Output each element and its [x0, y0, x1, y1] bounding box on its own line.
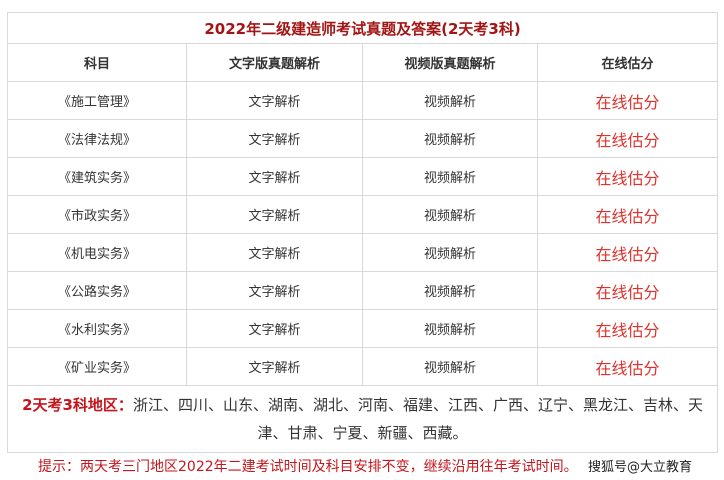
- table-row: 《建筑实务》 文字解析 视频解析 在线估分: [7, 157, 719, 196]
- text-analysis-link[interactable]: 文字解析: [186, 309, 363, 348]
- online-score-link[interactable]: 在线估分: [536, 195, 719, 234]
- table-title: 2022年二级建造师考试真题及答案(2天考3科): [6, 12, 719, 44]
- table-row: 《法律法规》 文字解析 视频解析 在线估分: [7, 119, 719, 158]
- online-score-link[interactable]: 在线估分: [536, 271, 719, 310]
- header-score: 在线估分: [536, 43, 719, 82]
- table-row: 《水利实务》 文字解析 视频解析 在线估分: [7, 309, 719, 348]
- video-analysis-link[interactable]: 视频解析: [362, 347, 538, 386]
- header-subject: 科目: [7, 43, 187, 82]
- subject-cell: 《公路实务》: [7, 271, 187, 310]
- table-row: 《市政实务》 文字解析 视频解析 在线估分: [7, 195, 719, 234]
- exam-table: 2022年二级建造师考试真题及答案(2天考3科) 科目 文字版真题解析 视频版真…: [6, 12, 719, 453]
- video-analysis-link[interactable]: 视频解析: [362, 309, 538, 348]
- online-score-link[interactable]: 在线估分: [536, 119, 719, 158]
- subject-cell: 《机电实务》: [7, 233, 187, 272]
- table-row: 《机电实务》 文字解析 视频解析 在线估分: [7, 233, 719, 272]
- subject-cell: 《市政实务》: [7, 195, 187, 234]
- online-score-link[interactable]: 在线估分: [536, 233, 719, 272]
- text-analysis-link[interactable]: 文字解析: [186, 271, 363, 310]
- text-analysis-link[interactable]: 文字解析: [186, 195, 363, 234]
- watermark: 搜狐号@大立教育: [588, 456, 693, 475]
- table-row: 《矿业实务》 文字解析 视频解析 在线估分: [7, 347, 719, 386]
- text-analysis-link[interactable]: 文字解析: [186, 119, 363, 158]
- video-analysis-link[interactable]: 视频解析: [362, 195, 538, 234]
- subject-cell: 《建筑实务》: [7, 157, 187, 196]
- online-score-link[interactable]: 在线估分: [536, 347, 719, 386]
- region-list: 浙江、四川、山东、湖南、湖北、河南、福建、江西、广西、辽宁、黑龙江、吉林、天津、…: [132, 396, 703, 442]
- online-score-link[interactable]: 在线估分: [536, 309, 719, 348]
- header-text: 文字版真题解析: [186, 43, 363, 82]
- region-cell: 2天考3科地区：浙江、四川、山东、湖南、湖北、河南、福建、江西、广西、辽宁、黑龙…: [6, 385, 719, 453]
- video-analysis-link[interactable]: 视频解析: [362, 271, 538, 310]
- subject-cell: 《法律法规》: [7, 119, 187, 158]
- text-analysis-link[interactable]: 文字解析: [186, 347, 363, 386]
- text-analysis-link[interactable]: 文字解析: [186, 81, 363, 120]
- video-analysis-link[interactable]: 视频解析: [362, 157, 538, 196]
- subject-cell: 《施工管理》: [7, 81, 187, 120]
- header-video: 视频版真题解析: [362, 43, 538, 82]
- text-analysis-link[interactable]: 文字解析: [186, 233, 363, 272]
- table-row: 《公路实务》 文字解析 视频解析 在线估分: [7, 271, 719, 310]
- video-analysis-link[interactable]: 视频解析: [362, 119, 538, 158]
- subject-cell: 《水利实务》: [7, 309, 187, 348]
- video-analysis-link[interactable]: 视频解析: [362, 233, 538, 272]
- table-row: 《施工管理》 文字解析 视频解析 在线估分: [7, 81, 719, 120]
- online-score-link[interactable]: 在线估分: [536, 81, 719, 120]
- region-label: 2天考3科地区：: [22, 396, 133, 414]
- tip-text: 提示：两天考三门地区2022年二建考试时间及科目安排不变，继续沿用往年考试时间。: [38, 459, 578, 475]
- subject-cell: 《矿业实务》: [7, 347, 187, 386]
- video-analysis-link[interactable]: 视频解析: [362, 81, 538, 120]
- text-analysis-link[interactable]: 文字解析: [186, 157, 363, 196]
- online-score-link[interactable]: 在线估分: [536, 157, 719, 196]
